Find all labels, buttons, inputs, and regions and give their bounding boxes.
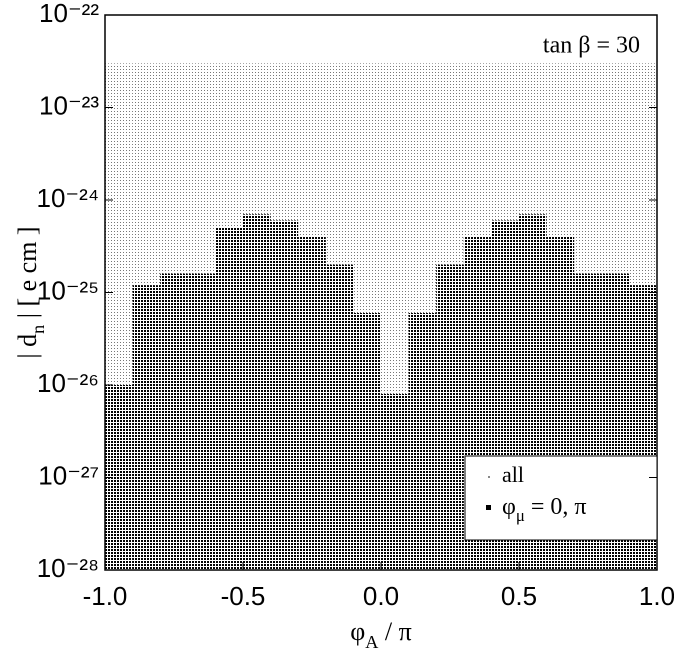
phi-band — [298, 236, 326, 570]
subscript: n — [28, 325, 48, 334]
y-tick-label: 10⁻²⁴ — [37, 183, 99, 213]
legend-marker — [488, 476, 490, 478]
phi-band — [160, 273, 188, 570]
legend-label: all — [502, 462, 524, 487]
x-tick-label: -0.5 — [221, 581, 266, 611]
label-part: | [ e cm ] — [13, 226, 42, 324]
phi-band — [187, 273, 216, 570]
subscript: A — [365, 632, 378, 652]
phi-band — [132, 285, 161, 570]
axis-label: | dn | [ e cm ] — [13, 226, 48, 358]
phi-band — [381, 393, 409, 570]
y-tick-label: 10⁻²⁸ — [37, 553, 99, 583]
phi-band — [408, 313, 437, 570]
phi-band — [325, 264, 354, 570]
y-tick-label: 10⁻²³ — [39, 90, 99, 120]
legend-label: φμ = 0, π — [502, 494, 587, 526]
subscript: μ — [516, 506, 525, 525]
x-tick-label: -1.0 — [83, 581, 128, 611]
x-tick-label: 1.0 — [639, 581, 674, 611]
y-tick-label: 10⁻²⁷ — [38, 460, 99, 490]
annotation: tan β = 30 — [543, 33, 640, 59]
phi-band — [270, 220, 299, 571]
label-part: = 0, π — [525, 494, 587, 520]
label-part: φ — [350, 617, 365, 646]
y-tick-label: 10⁻²² — [39, 0, 99, 28]
phi-band — [243, 214, 271, 570]
y-tick-label: 10⁻²⁵ — [37, 275, 99, 305]
x-tick-label: 0.0 — [363, 581, 399, 611]
y-tick-label: 10⁻²⁶ — [37, 368, 99, 398]
label-part: | d — [13, 334, 42, 359]
phi-band — [353, 313, 381, 570]
label-part: / π — [378, 617, 411, 646]
legend-box — [464, 455, 658, 541]
x-tick-label: 0.5 — [501, 581, 537, 611]
label-part: φ — [502, 494, 516, 520]
axis-label: φA / π — [350, 617, 412, 652]
legend-marker — [486, 505, 491, 510]
phi-band — [436, 264, 464, 570]
phi-band — [215, 227, 243, 570]
